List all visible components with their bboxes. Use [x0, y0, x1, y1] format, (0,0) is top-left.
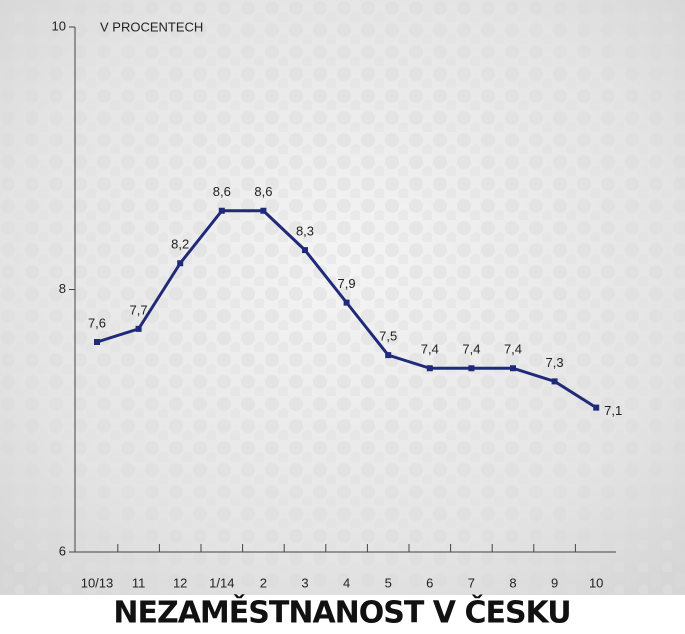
value-label: 7,3	[546, 355, 564, 370]
value-label: 7,6	[88, 315, 106, 330]
point	[427, 365, 433, 371]
value-label: 7,4	[462, 342, 480, 357]
x-tick-label: 12	[173, 575, 187, 590]
point	[385, 352, 391, 358]
x-tick-label: 3	[301, 575, 308, 590]
value-label: 7,4	[504, 342, 522, 357]
value-label: 7,1	[604, 403, 622, 418]
x-tick-label: 11	[132, 575, 146, 590]
x-tick-label: 10/13	[81, 575, 114, 590]
point	[344, 300, 350, 306]
point	[219, 208, 225, 214]
x-tick-label: 1/14	[209, 575, 234, 590]
value-label: 8,3	[296, 224, 314, 239]
value-label: 8,6	[213, 184, 231, 199]
y-tick-label: 10	[52, 18, 66, 33]
point	[510, 365, 516, 371]
point	[302, 247, 308, 253]
value-label: 7,7	[130, 302, 148, 317]
point	[177, 260, 183, 266]
value-label: 7,4	[421, 342, 439, 357]
x-tick-label: 9	[551, 575, 558, 590]
value-label: 8,2	[171, 237, 189, 252]
point	[593, 405, 599, 411]
point	[94, 339, 100, 345]
value-label: 7,5	[379, 329, 397, 344]
x-tick-label: 6	[426, 575, 433, 590]
x-tick-label: 8	[509, 575, 516, 590]
point	[552, 378, 558, 384]
y-axis-label: V PROCENTECH	[100, 19, 203, 34]
x-tick-label: 10	[589, 575, 603, 590]
point	[136, 326, 142, 332]
x-tick-label: 2	[260, 575, 267, 590]
x-tick-label: 4	[343, 575, 350, 590]
value-label: 8,6	[254, 184, 272, 199]
y-tick-label: 6	[59, 543, 66, 558]
chart-title: NEZAMĚSTNANOST V ČESKU	[113, 594, 570, 631]
chart: V PROCENTECH NEZAMĚSTNANOST V ČESKU 6 8 10…	[0, 0, 685, 634]
value-label: 7,9	[338, 276, 356, 291]
x-tick-label: 7	[468, 575, 475, 590]
point	[260, 208, 266, 214]
y-tick-label: 8	[59, 281, 66, 296]
x-tick-label: 5	[385, 575, 392, 590]
point	[468, 365, 474, 371]
